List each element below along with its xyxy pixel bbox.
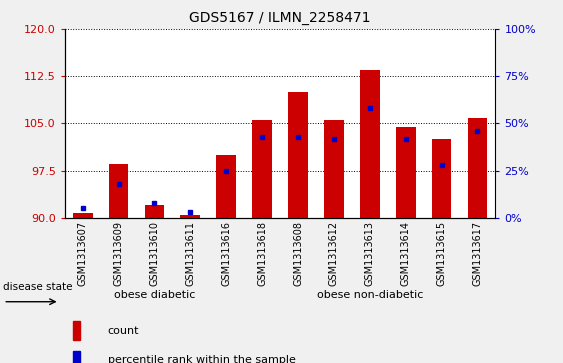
Text: GSM1313615: GSM1313615 xyxy=(436,221,446,286)
Text: GSM1313609: GSM1313609 xyxy=(114,221,124,286)
Bar xyxy=(432,139,452,218)
Bar xyxy=(288,92,308,218)
Bar xyxy=(360,70,379,218)
Text: GSM1313611: GSM1313611 xyxy=(185,221,195,286)
Text: obese diabetic: obese diabetic xyxy=(114,290,195,300)
Text: GSM1313607: GSM1313607 xyxy=(78,221,88,286)
Bar xyxy=(396,127,415,218)
Bar xyxy=(73,321,81,340)
Text: GSM1313612: GSM1313612 xyxy=(329,221,339,286)
Bar xyxy=(73,351,81,363)
Bar xyxy=(216,155,236,218)
Text: percentile rank within the sample: percentile rank within the sample xyxy=(108,355,296,363)
Text: GSM1313614: GSM1313614 xyxy=(401,221,411,286)
Text: GSM1313613: GSM1313613 xyxy=(365,221,375,286)
Bar xyxy=(73,213,92,218)
Text: disease state: disease state xyxy=(3,282,73,292)
Text: count: count xyxy=(108,326,139,336)
Bar xyxy=(252,120,272,218)
Bar xyxy=(109,164,128,218)
Text: GSM1313616: GSM1313616 xyxy=(221,221,231,286)
Bar xyxy=(468,118,488,218)
Text: GSM1313617: GSM1313617 xyxy=(472,221,482,286)
Title: GDS5167 / ILMN_2258471: GDS5167 / ILMN_2258471 xyxy=(189,11,371,25)
Bar xyxy=(181,215,200,218)
Bar xyxy=(324,120,344,218)
Text: GSM1313610: GSM1313610 xyxy=(149,221,159,286)
Text: obese non-diabetic: obese non-diabetic xyxy=(316,290,423,300)
Text: GSM1313618: GSM1313618 xyxy=(257,221,267,286)
Text: GSM1313608: GSM1313608 xyxy=(293,221,303,286)
Bar xyxy=(145,205,164,218)
